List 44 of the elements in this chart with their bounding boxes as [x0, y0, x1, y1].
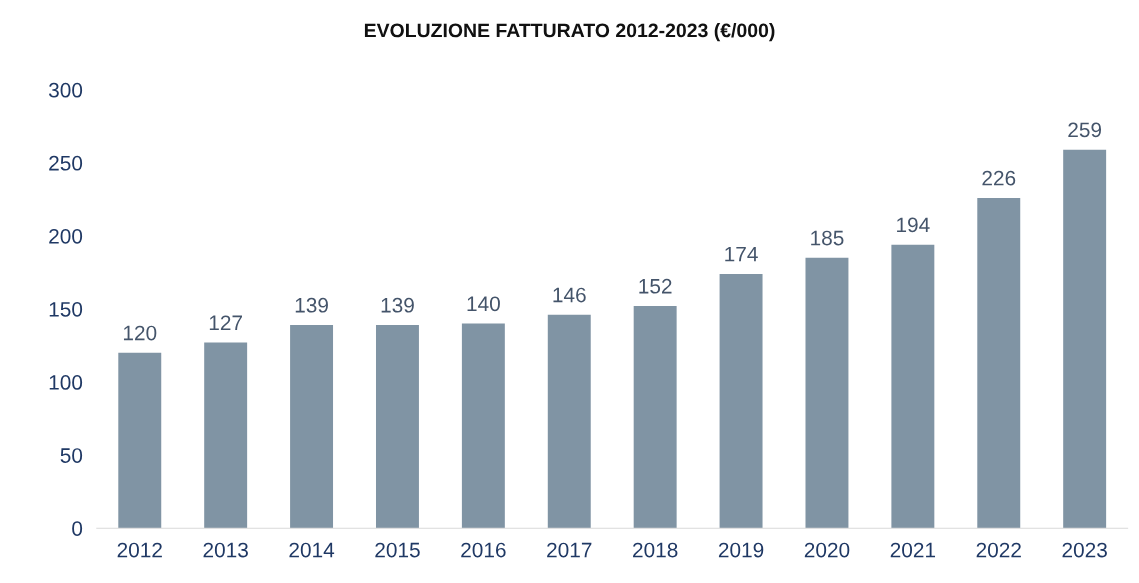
x-tick-label: 2013: [203, 542, 248, 558]
bar: [290, 325, 334, 529]
x-tick-label: 2017: [547, 542, 592, 558]
data-label: 259: [1068, 122, 1102, 138]
data-label: 226: [982, 170, 1016, 186]
data-label: 174: [725, 246, 758, 262]
x-tick-label: 2021: [890, 542, 936, 558]
x-tick-label: 2015: [375, 542, 420, 558]
x-tick-label: 2012: [117, 542, 162, 558]
data-label: 140: [467, 296, 500, 312]
bar: [375, 325, 419, 529]
bar: [547, 314, 591, 529]
bar: [118, 352, 162, 529]
bar: [891, 244, 935, 529]
bar: [204, 342, 248, 529]
data-label: 139: [295, 297, 328, 313]
y-tick-label: 100: [49, 375, 83, 390]
x-tick-label: 2022: [976, 542, 1021, 558]
y-tick-label: 150: [49, 301, 83, 317]
x-tick-label: 2019: [718, 542, 764, 558]
x-tick-label: 2014: [289, 542, 335, 558]
data-label: 152: [639, 278, 672, 294]
chart-title: EVOLUZIONE FATTURATO 2012-2023 (€/000): [364, 23, 775, 42]
x-tick-label: 2016: [461, 542, 506, 558]
bar: [1063, 149, 1107, 529]
y-tick-label: 300: [48, 82, 83, 98]
bar: [633, 306, 677, 529]
data-label: 194: [897, 217, 930, 233]
data-label: 127: [209, 315, 242, 330]
bar: [461, 323, 505, 529]
y-tick-label: 0: [72, 521, 83, 536]
y-tick-label: 50: [60, 448, 83, 463]
x-tick-label: 2018: [633, 542, 678, 558]
data-label: 185: [811, 230, 844, 246]
bar: [805, 257, 849, 529]
data-label: 146: [553, 287, 586, 303]
y-tick-label: 250: [49, 155, 83, 171]
x-tick-label: 2023: [1062, 542, 1107, 558]
x-tick-label: 2020: [804, 542, 850, 558]
data-label: 120: [123, 325, 157, 341]
data-label: 139: [381, 297, 414, 313]
bar: [719, 273, 763, 529]
y-tick-label: 200: [49, 228, 83, 244]
bar: [977, 197, 1021, 529]
